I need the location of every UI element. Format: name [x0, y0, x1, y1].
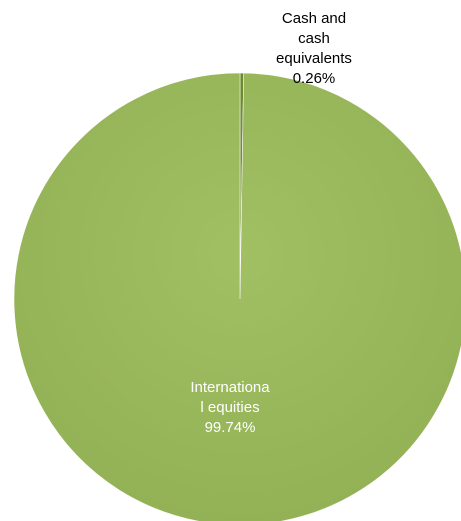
slice-name-line: l equities: [200, 399, 259, 416]
pie-labels: Cash and cash equivalents 0.26% Internationa…: [190, 10, 352, 436]
slice-value-label: 99.74%: [205, 419, 256, 436]
slice-label-international-equities: Internationa l equities 99.74%: [190, 379, 270, 436]
pie-slices: [13, 72, 461, 521]
pie-shading: [14, 73, 461, 521]
slice-name-line: equivalents: [276, 50, 352, 67]
slice-label-cash-and-cash-equivalents: Cash and cash equivalents 0.26%: [276, 10, 352, 87]
slice-name-line: Cash and: [282, 10, 346, 27]
slice-name-line: cash: [298, 30, 330, 47]
slice-name-line: Internationa: [190, 379, 270, 396]
slice-value-label: 0.26%: [293, 70, 336, 87]
